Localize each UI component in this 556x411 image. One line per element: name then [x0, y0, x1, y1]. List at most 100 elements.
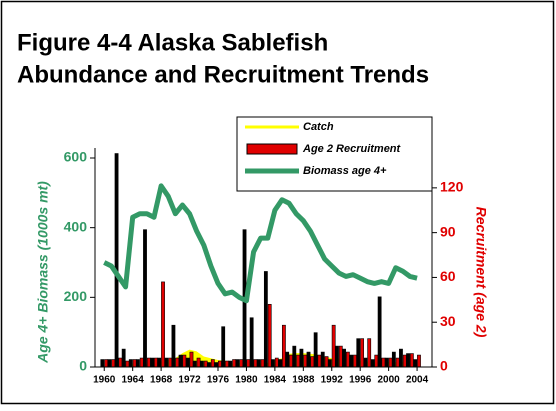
- recruitment-bar: [360, 338, 364, 368]
- recruitment-bar: [154, 357, 158, 368]
- recruitment-bar: [143, 229, 147, 368]
- recruitment-bar: [306, 351, 311, 368]
- recruitment-bar: [406, 353, 410, 368]
- recruitment-bar: [281, 324, 286, 368]
- recruitment-bar: [417, 354, 421, 368]
- recruitment-bar: [196, 357, 201, 368]
- x-tick-label: 1980: [235, 375, 258, 386]
- recruitment-bar: [157, 357, 162, 368]
- y-axis-label: Age 4+ Biomass (1000s mt): [35, 181, 51, 364]
- biomass-line: [103, 183, 418, 304]
- recruitment-bar: [335, 345, 339, 368]
- recruitment-bar: [192, 360, 197, 368]
- recruitment-bar: [353, 354, 357, 368]
- x-tick-label: 2004: [406, 375, 429, 386]
- recruitment-bar: [299, 348, 304, 368]
- recruitment-bar: [207, 362, 211, 368]
- recruitment-bar: [118, 357, 123, 368]
- recruitment-bar: [313, 332, 318, 368]
- recruitment-bar: [267, 303, 272, 368]
- recruitment-bar: [139, 357, 144, 368]
- recruitment-bar: [100, 359, 105, 368]
- recruitment-bar: [239, 359, 244, 368]
- recruitment-bar: [178, 354, 183, 368]
- recruitment-bar: [338, 345, 343, 368]
- recruitment-bar: [263, 271, 268, 368]
- recruitment-bar: [217, 360, 222, 368]
- recruitment-bar: [249, 317, 254, 368]
- y2-tick-label: 30: [440, 313, 456, 329]
- recruitment-bar: [111, 359, 116, 368]
- recruitment-bar: [150, 357, 155, 368]
- x-tick-label: 1964: [122, 375, 145, 386]
- recruitment-bar: [370, 359, 375, 368]
- recruitment-bar: [135, 359, 140, 368]
- recruitment-bar: [271, 359, 275, 368]
- x-tick-label: 1968: [150, 375, 173, 386]
- x-tick-label: 1976: [207, 375, 230, 386]
- recruitment-bar: [203, 360, 208, 368]
- y-tick-label: 0: [79, 358, 87, 374]
- recruitment-bar: [228, 360, 233, 368]
- recruitment-bar: [185, 357, 190, 368]
- title-line: Abundance and Recruitment Trends: [17, 61, 429, 88]
- recruitment-bar: [374, 354, 379, 368]
- recruitment-bar: [189, 351, 194, 368]
- recruitment-bar: [342, 348, 346, 368]
- x-tick-label: 1988: [292, 375, 315, 386]
- recruitment-bar: [235, 359, 240, 368]
- legend-label: Catch: [303, 121, 334, 133]
- recruitment-bar: [146, 357, 151, 368]
- recruitment-bar: [171, 324, 176, 368]
- recruitment-bar: [125, 360, 130, 368]
- recruitment-bar: [388, 357, 393, 368]
- recruitment-bar: [225, 360, 229, 368]
- y2-tick-label: 90: [440, 223, 456, 239]
- legend-label: Biomass age 4+: [303, 165, 387, 177]
- y-tick-label: 200: [64, 288, 88, 304]
- recruitment-bar: [303, 354, 308, 368]
- recruitment-bar: [164, 357, 169, 368]
- x-tick-label: 1992: [321, 375, 344, 386]
- recruitment-bar: [175, 357, 180, 368]
- y-tick-label: 400: [64, 218, 88, 234]
- recruitment-bar: [114, 153, 119, 368]
- recruitment-bar: [327, 359, 332, 368]
- recruitment-bar: [345, 351, 350, 368]
- recruitment-bar: [349, 354, 354, 368]
- y-tick-label: 600: [64, 149, 88, 165]
- recruitment-bar: [121, 348, 126, 368]
- x-tick-label: 1972: [178, 375, 201, 386]
- recruitment-bar: [161, 281, 165, 368]
- recruitment-bar: [320, 351, 325, 368]
- recruitment-bar: [260, 359, 265, 368]
- recruitment-bar: [310, 356, 315, 368]
- recruitment-bar: [232, 359, 237, 368]
- y2-tick-label: 120: [440, 179, 464, 195]
- recruitment-bar: [413, 359, 418, 368]
- y2-tick-label: 60: [440, 268, 456, 284]
- x-tick-label: 1984: [264, 375, 287, 386]
- recruitment-bar: [363, 357, 368, 368]
- recruitment-bar: [278, 359, 282, 368]
- recruitment-bar: [214, 362, 218, 368]
- recruitment-bar: [377, 296, 382, 368]
- recruitment-bar: [256, 359, 261, 368]
- x-tick-label: 2000: [378, 375, 401, 386]
- y2-tick-label: 0: [440, 358, 448, 374]
- title-line: Figure 4-4 Alaska Sablefish: [17, 29, 328, 56]
- recruitment-bar: [285, 351, 290, 368]
- recruitment-bar: [221, 326, 226, 368]
- recruitment-bar: [317, 354, 322, 368]
- recruitment-bar: [182, 354, 187, 368]
- recruitment-bar: [104, 359, 109, 368]
- recruitment-bar: [199, 360, 204, 368]
- recruitment-bar: [168, 357, 173, 368]
- recruitment-bar: [381, 357, 386, 368]
- recruitment-bar: [402, 354, 407, 368]
- recruitment-bar: [274, 357, 279, 368]
- recruitment-bar: [128, 359, 133, 368]
- legend-label: Age 2 Recruitment: [302, 143, 402, 155]
- recruitment-bar: [367, 338, 372, 368]
- recruitment-bar: [296, 354, 301, 368]
